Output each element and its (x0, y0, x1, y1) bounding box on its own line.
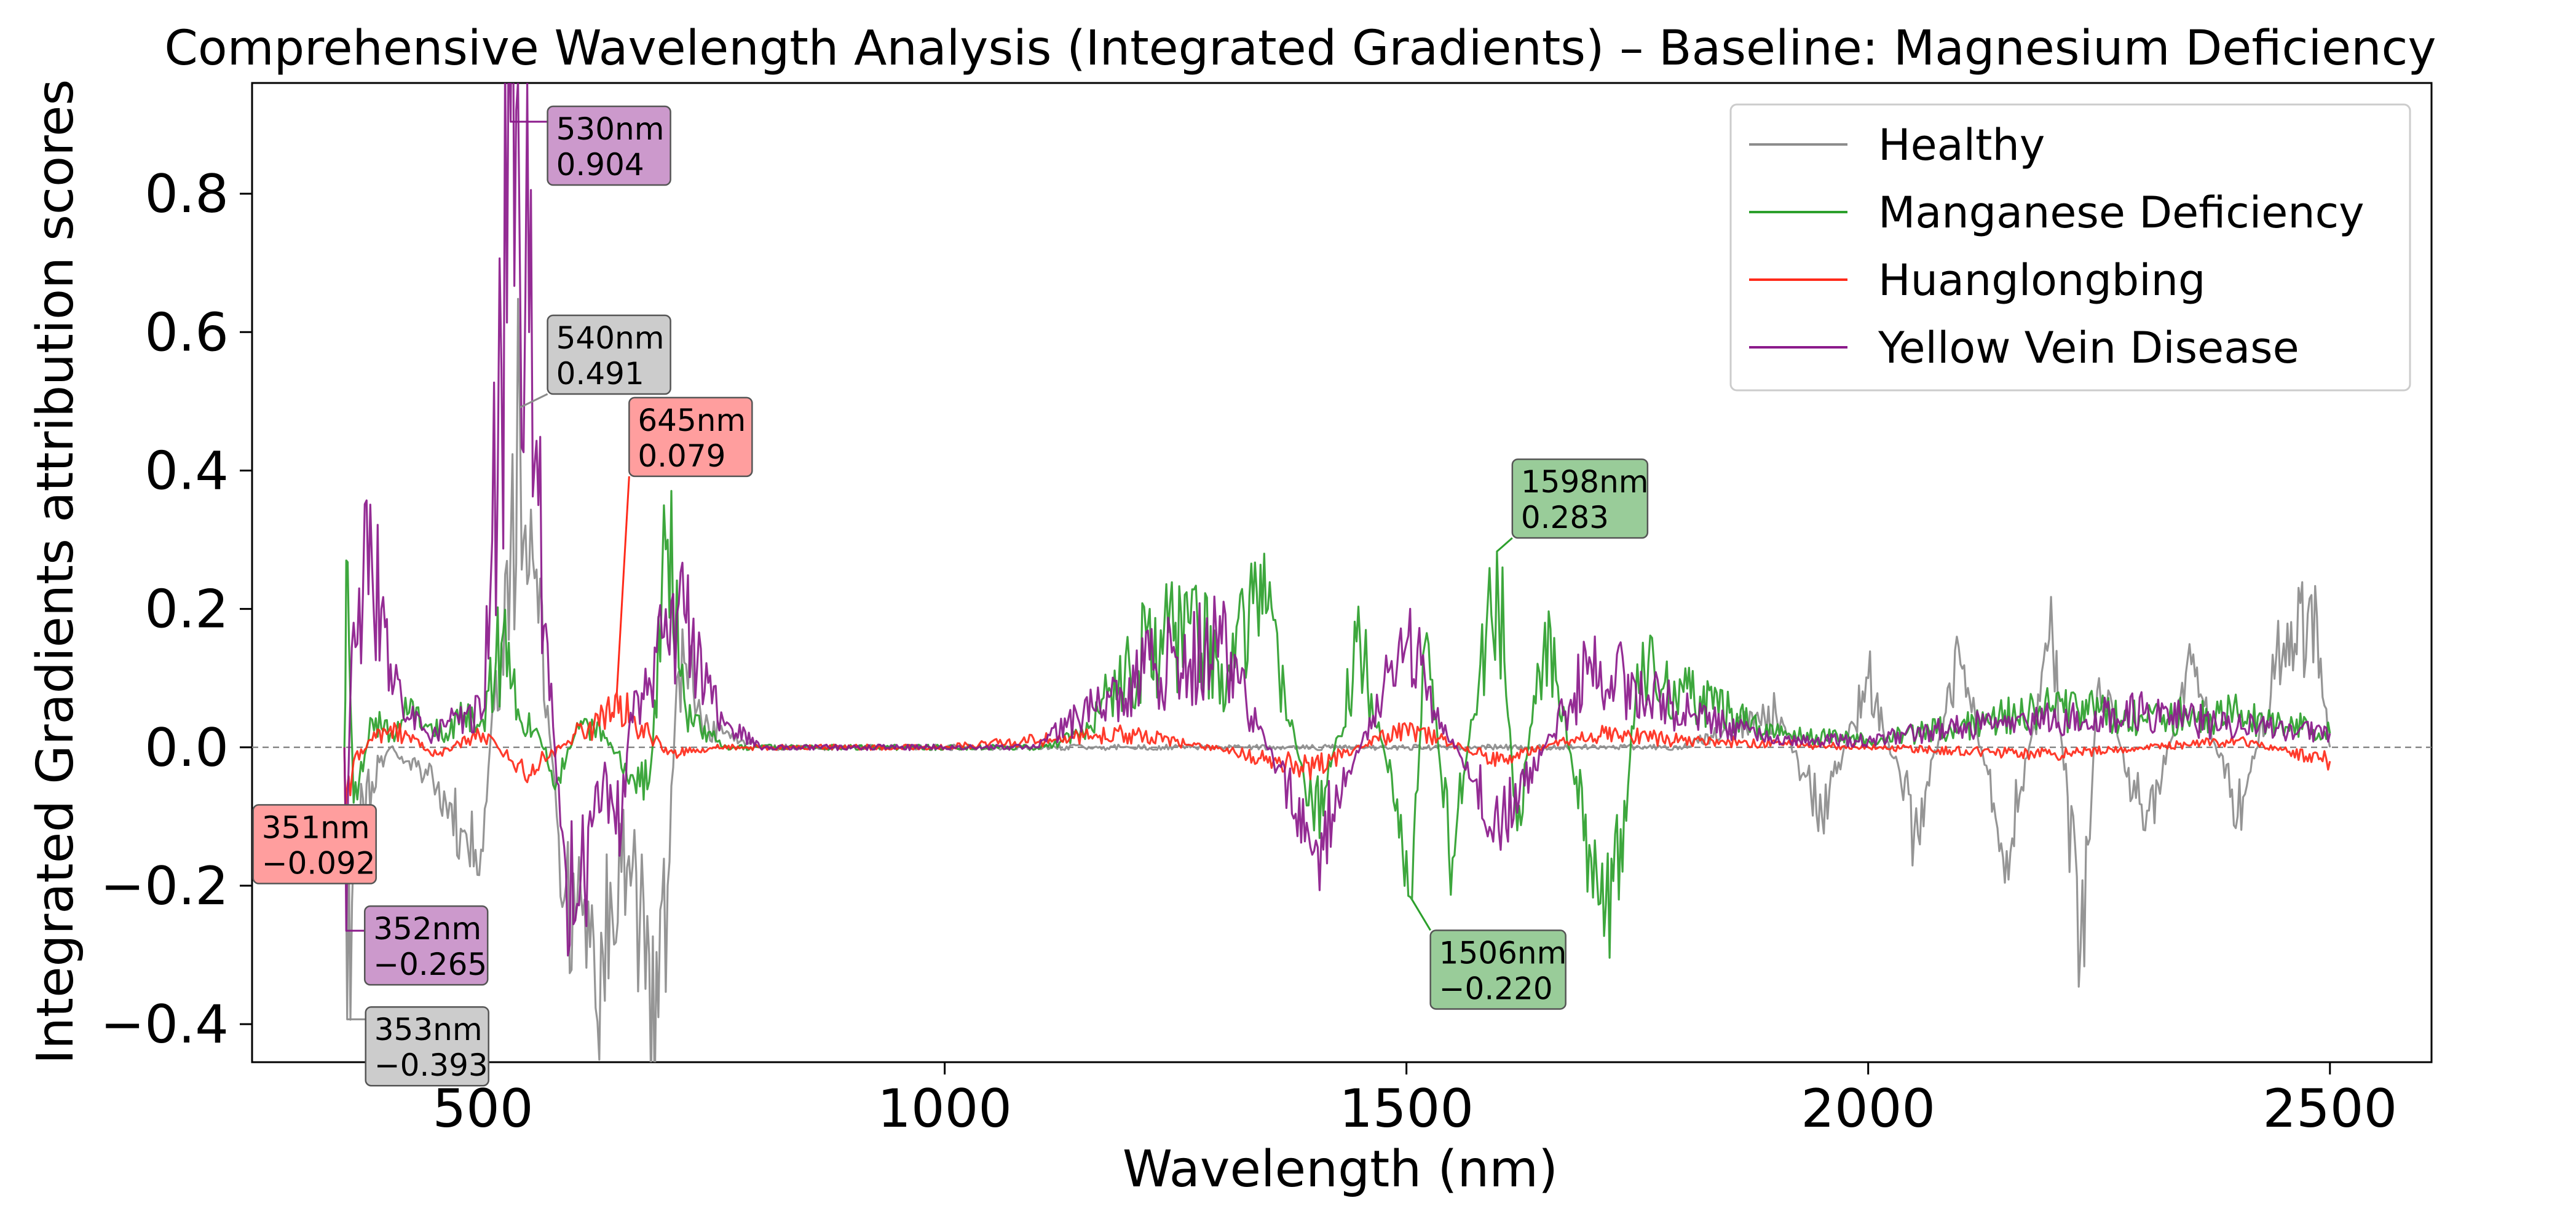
annotation-wavelength: 353nm (374, 1012, 483, 1047)
annotation-value: 0.904 (556, 147, 644, 183)
annotation-value: 0.079 (638, 438, 725, 474)
series-group (343, 83, 2331, 1062)
annotation-wavelength: 540nm (556, 320, 665, 356)
annotation-callout: 353nm−0.393 (347, 1006, 489, 1087)
y-tick-label: 0.0 (144, 717, 229, 779)
series-line-yellow-vein-disease (343, 83, 2331, 957)
x-tick-label: 2000 (1801, 1078, 1935, 1140)
legend-entry-label: Yellow Vein Disease (1878, 323, 2299, 373)
legend-entry-label: Healthy (1878, 120, 2045, 170)
y-tick-label: 0.8 (144, 164, 229, 225)
annotation-value: 0.283 (1521, 500, 1609, 535)
y-axis-label: Integrated Gradients attribution scores (26, 79, 85, 1064)
annotation-arrow (1411, 899, 1431, 931)
annotation-arrow (615, 476, 630, 693)
annotation-arrow (1496, 537, 1513, 553)
series-line-huanglongbing (343, 692, 2331, 812)
annotation-wavelength: 530nm (556, 111, 665, 147)
annotation-callout: 1506nm−0.220 (1411, 899, 1567, 1010)
annotation-value: −0.220 (1439, 971, 1553, 1006)
legend-entry-label: Manganese Deficiency (1878, 187, 2365, 238)
annotation-box (365, 1006, 489, 1087)
annotation-value: −0.092 (262, 845, 376, 881)
chart-title: Comprehensive Wavelength Analysis (Integ… (164, 21, 2436, 76)
annotation-wavelength: 1506nm (1439, 935, 1567, 971)
x-tick-label: 2500 (2262, 1078, 2397, 1140)
plot-area: 500 1000 1500 2000 2500 −0.4 −0.2 0.0 0.2 0.4 0.6 0… (100, 82, 2433, 1140)
y-tick-label: 0.4 (144, 440, 229, 502)
y-tick-label: −0.4 (100, 994, 229, 1055)
annotation-callout: 351nm−0.092 (252, 804, 377, 885)
annotation-wavelength: 645nm (638, 403, 746, 438)
legend: Healthy Manganese Deficiency Huanglongbing… (1729, 103, 2411, 392)
annotation-arrow (519, 393, 548, 409)
annotation-box (1429, 929, 1567, 1010)
annotation-callout: 352nm−0.265 (346, 905, 489, 986)
annotation-value: 0.491 (556, 356, 644, 392)
annotation-box (363, 905, 489, 986)
series-line-manganese-deficiency (343, 490, 2331, 959)
annotation-value: −0.265 (373, 947, 487, 982)
legend-frame (1729, 103, 2411, 392)
annotation-box (628, 396, 753, 478)
annotation-wavelength: 352nm (373, 911, 481, 947)
annotation-value: −0.393 (374, 1047, 488, 1083)
annotation-box (547, 314, 671, 395)
annotation-wavelength: 1598nm (1521, 464, 1649, 500)
annotation-wavelength: 351nm (262, 810, 370, 845)
annotation-box (1511, 458, 1649, 539)
x-tick-label: 1000 (877, 1078, 1012, 1140)
legend-entry-label: Huanglongbing (1878, 255, 2205, 306)
x-tick-label: 1500 (1339, 1078, 1474, 1140)
x-tick-label: 500 (432, 1078, 533, 1140)
x-axis-label: Wavelength (nm) (1123, 1140, 1558, 1199)
y-tick-label: 0.2 (144, 579, 229, 641)
y-tick-label: 0.6 (144, 302, 229, 363)
y-tick-label: −0.2 (100, 856, 229, 917)
annotation-box (547, 105, 671, 186)
annotation-box (252, 804, 377, 885)
